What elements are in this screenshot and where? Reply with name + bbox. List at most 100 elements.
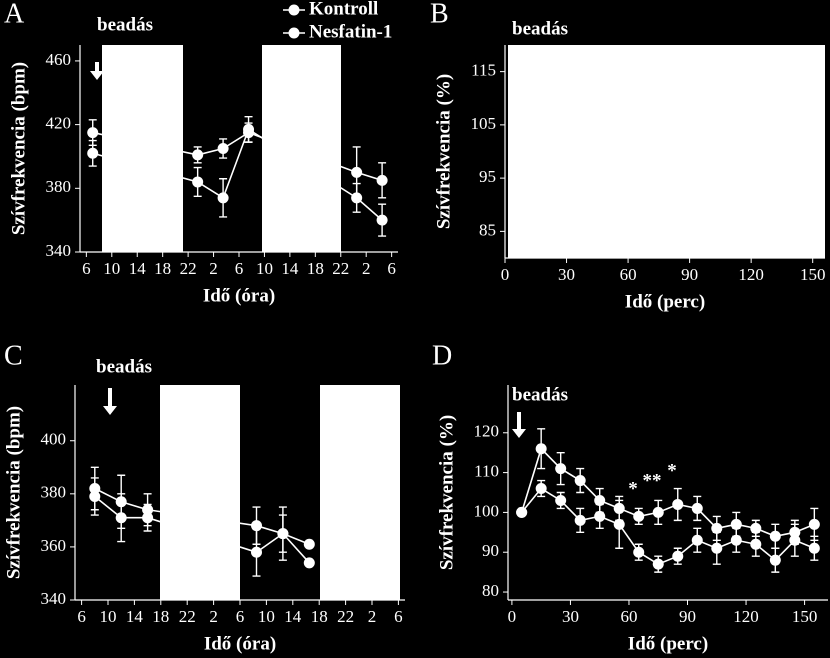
marker <box>730 534 742 546</box>
x-tick-label: 10 <box>100 607 117 626</box>
marker <box>87 127 99 139</box>
x-tick-label: 14 <box>129 259 147 278</box>
x-axis-title: Idő (óra) <box>204 633 276 654</box>
y-tick-label: 420 <box>46 114 72 133</box>
legend-marker <box>288 4 300 16</box>
light-phase-box <box>262 45 341 252</box>
x-tick-label: 22 <box>337 607 354 626</box>
y-tick-label: 85 <box>479 220 496 239</box>
marker <box>115 512 127 524</box>
marker <box>574 514 586 526</box>
x-tick-label: 22 <box>180 259 197 278</box>
panel-label: A <box>4 0 25 29</box>
x-tick-label: 6 <box>387 259 396 278</box>
x-tick-label: 30 <box>558 265 575 284</box>
y-tick-label: 380 <box>41 483 67 502</box>
marker <box>633 510 645 522</box>
x-tick-label: 120 <box>733 607 759 626</box>
annotation: ** <box>643 470 662 491</box>
x-tick-label: 14 <box>126 607 144 626</box>
x-tick-label: 14 <box>284 607 302 626</box>
marker <box>351 166 363 178</box>
arrow <box>90 62 104 80</box>
marker <box>217 143 229 154</box>
x-axis-title: Idő (óra) <box>203 285 275 306</box>
x-tick-label: 6 <box>77 607 86 626</box>
marker <box>303 557 315 569</box>
x-tick-label: 14 <box>281 259 299 278</box>
marker <box>652 506 664 518</box>
marker <box>730 518 742 530</box>
y-tick-label: 460 <box>46 50 72 69</box>
annotation: beadás <box>512 384 568 405</box>
marker <box>89 490 101 502</box>
x-tick-label: 2 <box>209 607 218 626</box>
annotation: * <box>628 478 638 499</box>
x-tick-label: 2 <box>368 607 377 626</box>
legend-marker <box>288 27 300 39</box>
marker <box>217 192 229 204</box>
y-tick-label: 360 <box>41 536 67 555</box>
marker <box>633 546 645 558</box>
marker <box>808 518 820 530</box>
x-tick-label: 90 <box>679 607 696 626</box>
y-tick-label: 115 <box>471 61 496 80</box>
marker <box>192 176 204 188</box>
marker <box>711 542 723 554</box>
panel-label: B <box>430 0 449 29</box>
y-axis-title: Szívfrekvencia (%) <box>436 415 457 570</box>
y-tick-label: 400 <box>41 430 67 449</box>
y-axis-title: Szívfrekvencia (%) <box>433 74 454 229</box>
x-tick-label: 6 <box>82 259 91 278</box>
y-tick-label: 80 <box>482 581 499 600</box>
annotation: beadás <box>96 356 152 377</box>
panel-label: C <box>4 340 23 371</box>
marker <box>192 149 204 161</box>
marker <box>376 174 388 186</box>
x-tick-label: 0 <box>501 265 510 284</box>
series-line <box>520 447 815 538</box>
x-tick-label: 60 <box>620 607 637 626</box>
y-tick-label: 100 <box>474 501 500 520</box>
y-tick-label: 380 <box>46 177 72 196</box>
annotation: beadás <box>512 18 568 39</box>
marker <box>516 506 528 518</box>
marker <box>769 530 781 542</box>
x-axis-title: Idő (perc) <box>628 633 708 654</box>
panel-label: D <box>432 340 452 371</box>
marker <box>351 192 363 204</box>
x-tick-label: 18 <box>307 259 324 278</box>
marker <box>750 538 762 550</box>
x-tick-label: 2 <box>362 259 371 278</box>
marker <box>789 534 801 546</box>
marker <box>769 554 781 566</box>
series-line <box>521 487 815 566</box>
x-axis-title: Idő (perc) <box>625 291 705 312</box>
marker <box>594 510 606 522</box>
marker <box>251 546 262 558</box>
x-tick-label: 120 <box>738 265 764 284</box>
y-tick-label: 340 <box>46 241 72 260</box>
y-tick-label: 110 <box>474 461 499 480</box>
y-tick-label: 340 <box>41 589 67 608</box>
x-tick-label: 10 <box>103 259 120 278</box>
y-axis-title: Szívfrekvencia (bpm) <box>3 406 24 579</box>
x-tick-label: 22 <box>179 607 196 626</box>
marker <box>535 443 547 455</box>
x-tick-label: 6 <box>394 607 403 626</box>
marker <box>652 558 664 570</box>
marker <box>711 522 723 534</box>
x-tick-label: 18 <box>152 607 169 626</box>
marker <box>535 483 547 495</box>
marker <box>594 494 606 506</box>
marker <box>87 147 99 159</box>
light-phase-box <box>102 45 183 252</box>
marker <box>691 534 703 546</box>
marker <box>574 475 586 487</box>
marker <box>808 542 820 554</box>
x-tick-label: 30 <box>562 607 579 626</box>
light-phase-box <box>508 45 825 258</box>
annotation: beadás <box>97 14 153 35</box>
x-tick-label: 10 <box>258 607 275 626</box>
marker <box>555 494 567 506</box>
